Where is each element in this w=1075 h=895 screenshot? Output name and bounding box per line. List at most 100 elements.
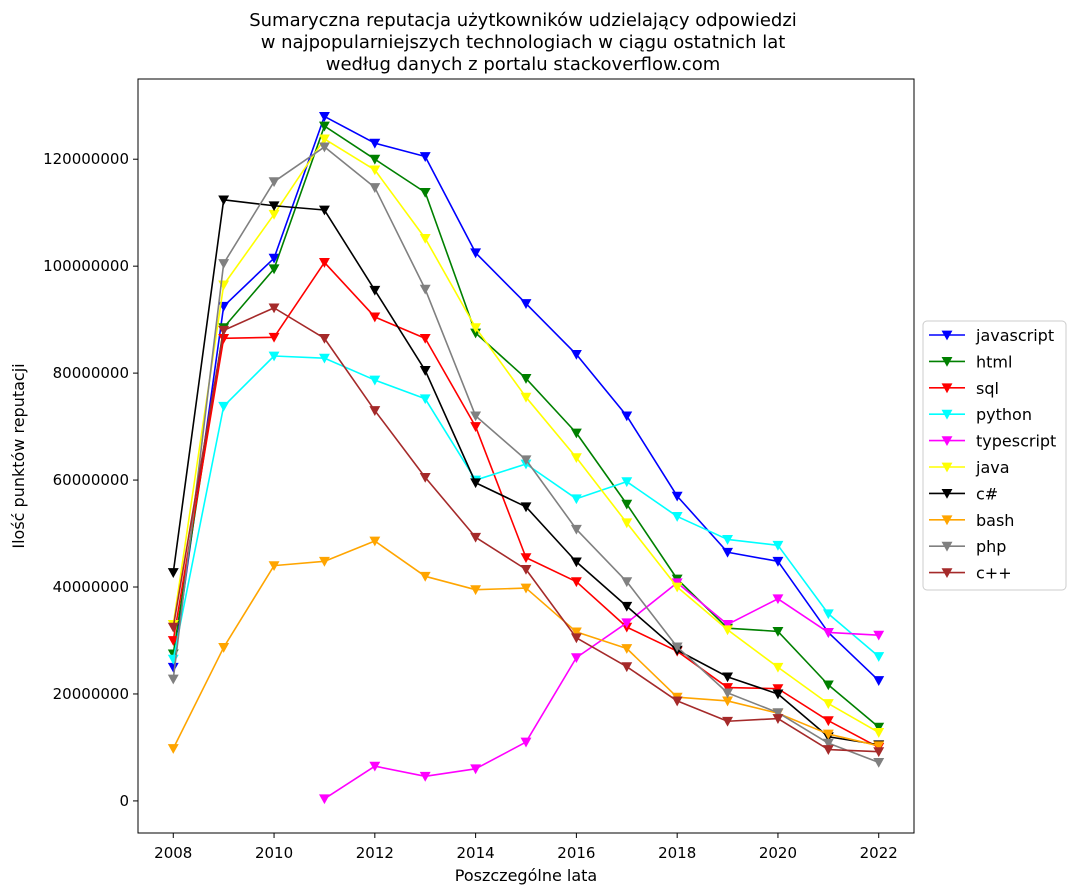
series-typescript	[318, 578, 885, 805]
data-point-python	[318, 353, 330, 364]
x-tick-label: 2008	[154, 844, 192, 862]
data-point-sql	[722, 683, 734, 693]
y-tick-label: 20000000	[53, 685, 129, 703]
y-tick-label: 100000000	[43, 257, 129, 275]
series-line-java	[172, 138, 880, 734]
legend-item-python: python	[929, 405, 1032, 424]
y-axis-label: Ilość punktów reputacji	[9, 363, 28, 548]
x-tick-label: 2010	[255, 844, 293, 862]
legend-label: sql	[976, 379, 999, 398]
data-point-sql	[318, 258, 330, 268]
data-point-html	[621, 499, 633, 510]
data-point-bash	[167, 744, 179, 754]
chart-title-line-1: Sumaryczna reputacja użytkowników udziel…	[249, 10, 797, 31]
data-point-cplusplus	[873, 747, 885, 758]
data-point-csharp	[218, 195, 230, 206]
data-point-php	[470, 411, 482, 422]
x-axis-label: Poszczególne lata	[455, 866, 597, 885]
data-point-cplusplus	[621, 662, 633, 673]
data-point-php	[419, 284, 431, 295]
legend-marker	[941, 356, 953, 367]
data-point-cplusplus	[470, 532, 482, 543]
data-point-cplusplus	[822, 745, 834, 755]
legend-label: c#	[976, 484, 998, 503]
data-point-typescript	[520, 737, 532, 748]
data-point-csharp	[621, 601, 633, 612]
data-point-html	[268, 264, 280, 275]
data-point-javascript	[772, 556, 784, 567]
data-point-java	[570, 453, 582, 464]
data-point-php	[722, 688, 734, 699]
data-point-javascript	[621, 411, 633, 422]
legend-item-typescript: typescript	[929, 432, 1056, 451]
legend-label: python	[976, 405, 1032, 424]
series-cplusplus	[167, 303, 885, 758]
series-layer	[167, 112, 885, 805]
data-point-java	[621, 518, 633, 529]
data-point-typescript	[873, 630, 885, 641]
legend-marker	[941, 330, 953, 341]
data-point-csharp	[369, 285, 381, 296]
data-point-java	[671, 582, 683, 593]
data-point-csharp	[167, 568, 179, 578]
data-point-cplusplus	[268, 303, 280, 314]
data-point-java	[822, 699, 834, 709]
data-point-php	[369, 183, 381, 193]
data-point-python	[722, 535, 734, 545]
data-point-python	[671, 512, 683, 522]
data-point-python	[621, 477, 633, 488]
data-point-java	[873, 728, 885, 738]
data-point-cplusplus	[369, 406, 381, 416]
data-point-python	[772, 540, 784, 551]
data-point-java	[722, 625, 734, 636]
data-point-cplusplus	[318, 333, 330, 344]
data-point-javascript	[873, 676, 885, 686]
legend-label: bash	[976, 511, 1014, 530]
data-point-sql	[167, 636, 179, 646]
data-point-html	[772, 626, 784, 637]
data-point-php	[772, 708, 784, 719]
legend-marker	[941, 488, 953, 499]
legend-item-csharp: c#	[929, 484, 998, 503]
data-point-python	[419, 394, 431, 405]
data-point-php	[520, 455, 532, 466]
legend-label: typescript	[976, 432, 1056, 451]
data-point-php	[218, 259, 230, 269]
legend-label: c++	[976, 564, 1012, 583]
data-point-php	[621, 577, 633, 588]
data-point-cplusplus	[722, 716, 734, 727]
data-point-csharp	[470, 478, 482, 489]
data-point-bash	[822, 729, 834, 740]
x-tick-label: 2022	[860, 844, 898, 862]
data-point-php	[822, 738, 834, 749]
legend-marker	[941, 515, 953, 526]
data-point-typescript	[570, 653, 582, 664]
legend-item-javascript: javascript	[929, 326, 1054, 345]
data-point-java	[520, 392, 532, 403]
legend-label: javascript	[975, 326, 1054, 345]
data-point-csharp	[570, 557, 582, 568]
legend-item-cplusplus: c++	[929, 564, 1012, 583]
data-point-bash	[419, 571, 431, 582]
legend-marker	[941, 383, 953, 394]
y-tick-label: 80000000	[53, 364, 129, 382]
legend-label: html	[976, 352, 1012, 371]
data-point-java	[470, 323, 482, 334]
data-point-html	[520, 374, 532, 384]
data-point-sql	[419, 333, 431, 344]
data-point-csharp	[318, 205, 330, 216]
data-point-typescript	[470, 764, 482, 775]
data-point-sql	[268, 332, 280, 343]
data-point-java	[369, 165, 381, 176]
data-point-bash	[470, 585, 482, 596]
data-point-csharp	[419, 366, 431, 376]
data-point-cplusplus	[772, 714, 784, 724]
series-line-html	[172, 125, 880, 728]
data-point-bash	[873, 741, 885, 752]
legend-label: php	[976, 537, 1006, 556]
legend-item-sql: sql	[929, 379, 999, 398]
data-point-sql	[570, 577, 582, 588]
data-point-javascript	[419, 152, 431, 162]
x-tick-label: 2020	[759, 844, 797, 862]
